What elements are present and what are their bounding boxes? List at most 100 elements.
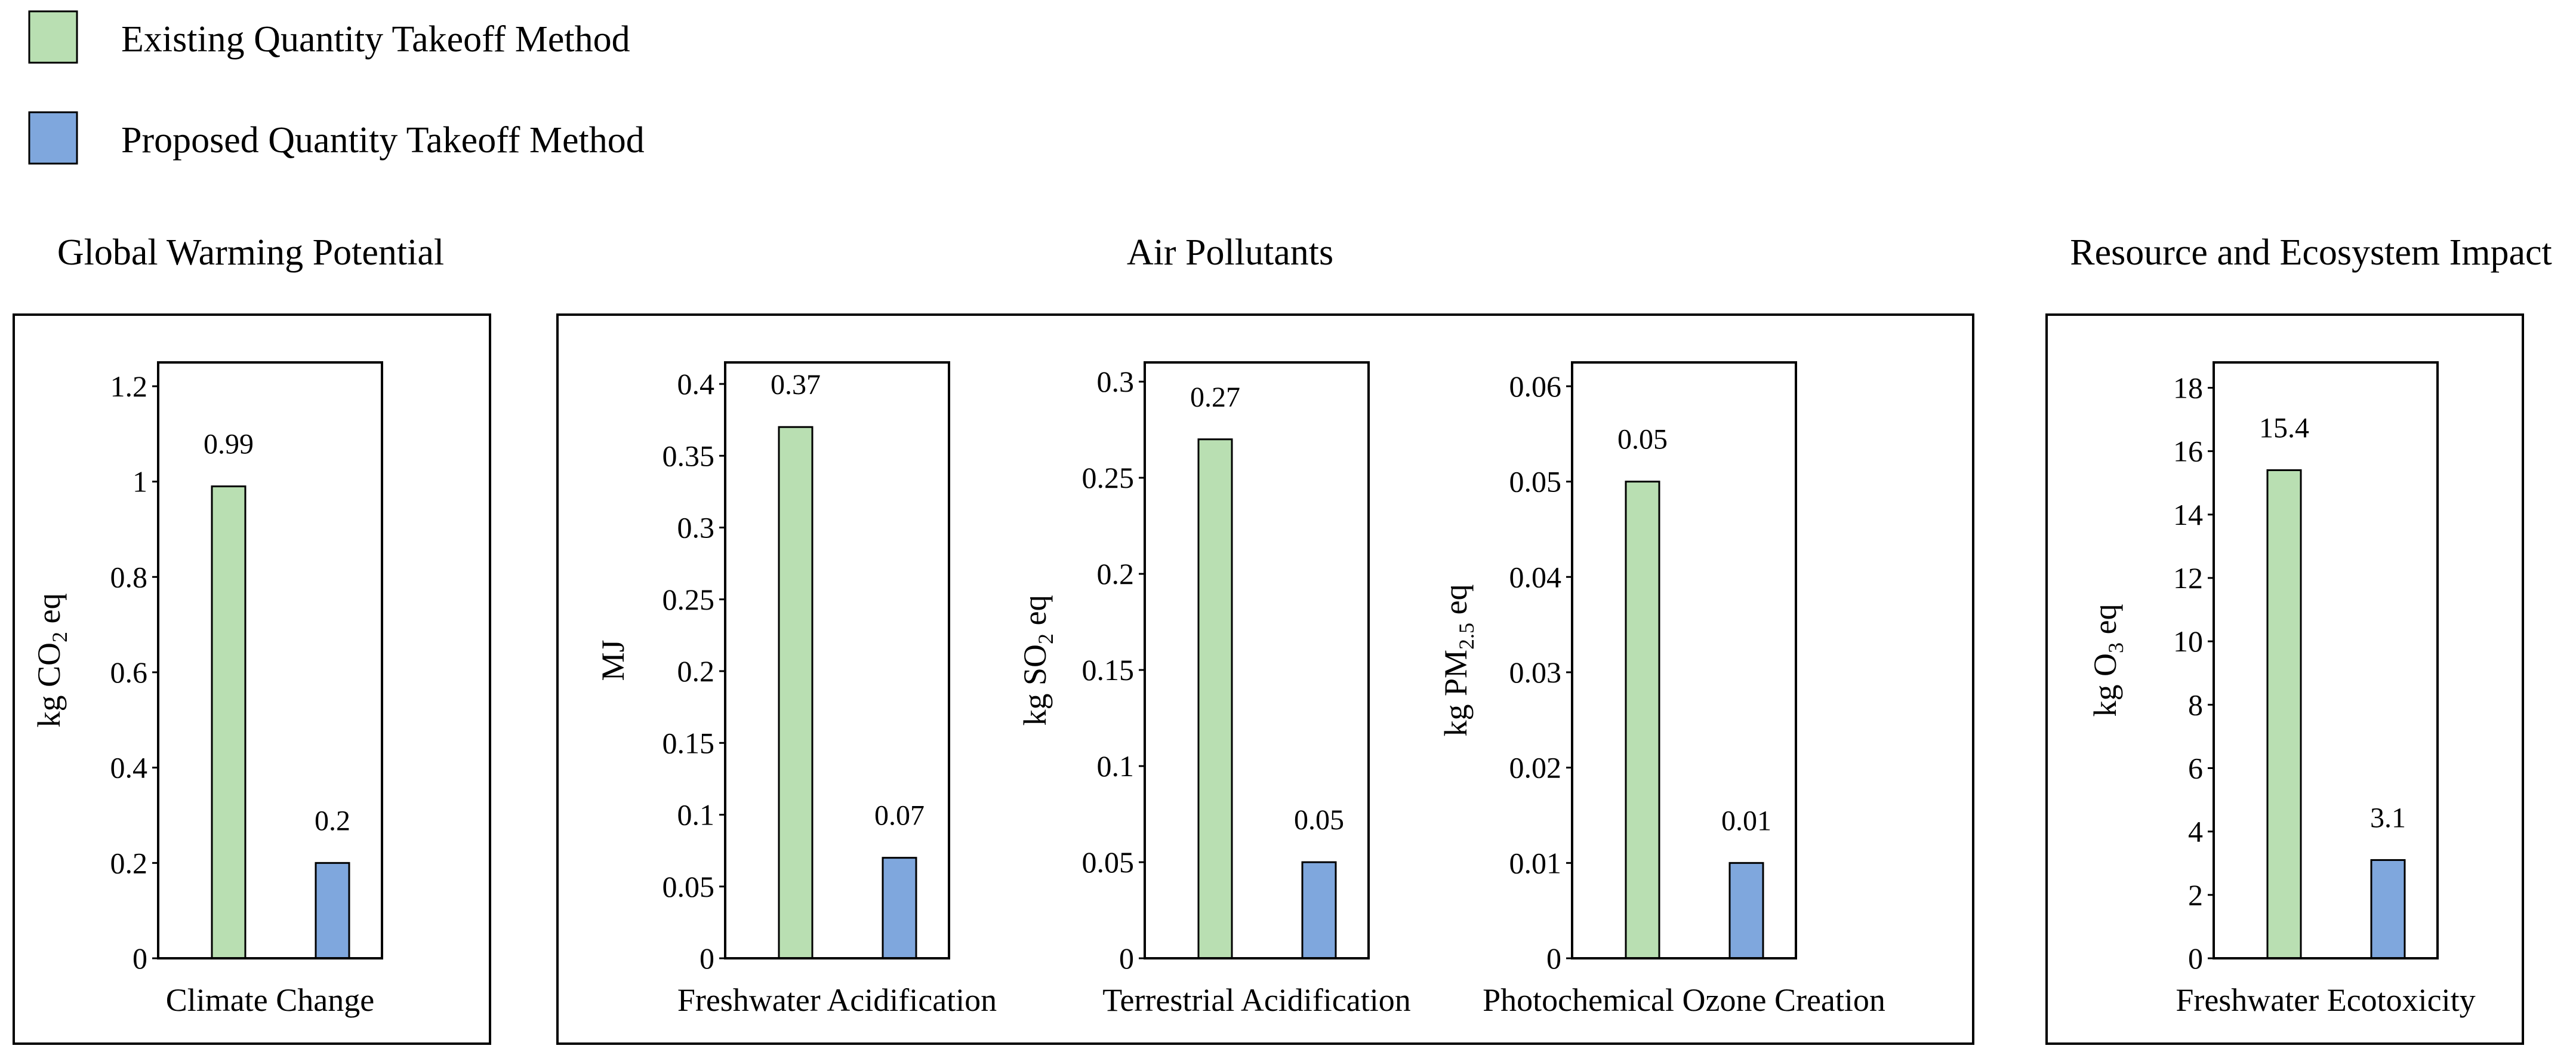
- y-axis-label: MJ: [595, 639, 631, 681]
- legend-swatch-proposed: [28, 111, 78, 165]
- y-axis-label-tail: eq: [1017, 595, 1053, 633]
- group-frame-resource-ecosystem: [2045, 313, 2524, 1045]
- y-tick-label: 0.06: [1509, 370, 1562, 403]
- legend-item-existing: Existing Quantity Takeoff Method: [28, 10, 630, 64]
- y-axis-label-main: MJ: [595, 639, 631, 681]
- y-tick-label: 0: [700, 942, 714, 975]
- y-tick-label: 0.02: [1509, 751, 1562, 785]
- y-tick-label: 0.1: [677, 798, 715, 832]
- y-tick-label: 14: [2173, 498, 2203, 531]
- data-label-proposed: 0.01: [1721, 805, 1771, 836]
- bar-existing: [1197, 438, 1233, 959]
- y-tick-label: 0: [133, 942, 147, 975]
- bar-existing: [778, 426, 814, 959]
- chart-panel-freshwater-acidification: 0.37 0.07 0 0.05 0.1 0.15 0.2 0.25 0.3 0.35 0.4 Fre…: [595, 361, 997, 1018]
- y-axis-label-main: kg SO: [1017, 644, 1053, 726]
- plot-frame: [1144, 361, 1370, 959]
- chart-panel-photochemical-ozone: 0.05 0.01 0 0.01 0.02 0.03 0.04 0.05 0.06 Photoch…: [1438, 361, 1885, 1018]
- y-axis-label-main: kg CO: [31, 642, 67, 728]
- y-axis-label-subscript: 2: [48, 632, 72, 642]
- x-axis-label: Freshwater Ecotoxicity: [2176, 982, 2475, 1018]
- legend-label-proposed: Proposed Quantity Takeoff Method: [121, 120, 645, 161]
- data-label-proposed: 0.05: [1294, 804, 1344, 836]
- bar-existing: [1625, 481, 1660, 959]
- y-tick-label: 0.15: [1082, 653, 1135, 687]
- y-tick-label: 0: [2188, 942, 2203, 975]
- bar-proposed: [882, 857, 917, 959]
- data-label-existing: 15.4: [2259, 412, 2309, 444]
- x-axis-label: Climate Change: [166, 982, 374, 1018]
- y-tick-label: 1.2: [110, 370, 148, 403]
- y-tick-label: 4: [2188, 815, 2203, 848]
- y-tick-label: 0.6: [110, 656, 148, 689]
- chart-panel-climate-change: 0.99 0.2 0 0.2 0.4 0.6 0.8 1 1.2 Climate Change kg…: [31, 361, 383, 1018]
- y-tick-label: 12: [2173, 561, 2203, 595]
- y-tick-label: 0.4: [110, 751, 148, 785]
- legend-label-existing: Existing Quantity Takeoff Method: [121, 19, 630, 60]
- data-label-existing: 0.37: [771, 369, 821, 401]
- legend-swatch-existing: [28, 10, 78, 64]
- data-label-existing: 0.05: [1617, 424, 1668, 456]
- y-tick-label: 18: [2173, 371, 2203, 404]
- data-label-proposed: 3.1: [2370, 802, 2406, 834]
- y-tick-label: 0.3: [1097, 365, 1135, 398]
- bar-proposed: [1301, 861, 1337, 959]
- y-tick-label: 0.05: [1509, 465, 1562, 499]
- y-axis-label-tail: eq: [31, 593, 67, 632]
- y-tick-label: 0.15: [663, 726, 715, 759]
- bar-proposed: [1728, 862, 1764, 959]
- plot-frame: [724, 361, 950, 959]
- bar-proposed: [315, 862, 350, 959]
- y-axis-label: kg O3 eq: [2087, 604, 2128, 717]
- legend: Existing Quantity Takeoff Method Propose…: [28, 10, 645, 165]
- y-axis-label-subscript: 2: [1034, 633, 1058, 644]
- group-frame-global-warming: [13, 313, 491, 1045]
- y-tick-label: 0.35: [663, 439, 715, 472]
- y-tick-label: 0.01: [1509, 846, 1562, 879]
- y-tick-label: 1: [133, 465, 147, 499]
- data-label-proposed: 0.2: [315, 805, 350, 836]
- y-tick-label: 0.2: [677, 654, 715, 688]
- y-axis-label: kg SO2 eq: [1017, 595, 1058, 726]
- y-tick-label: 0: [1546, 942, 1561, 975]
- bar-existing: [211, 485, 246, 959]
- data-label-existing: 0.99: [204, 429, 254, 460]
- y-tick-label: 0.05: [663, 870, 715, 903]
- x-axis-label: Terrestrial Acidification: [1102, 982, 1411, 1018]
- y-tick-label: 0.25: [663, 583, 715, 616]
- y-tick-label: 0.03: [1509, 656, 1562, 689]
- data-label-proposed: 0.07: [874, 800, 925, 832]
- y-axis-label-main: kg O: [2087, 653, 2123, 717]
- y-tick-label: 0.2: [110, 846, 148, 879]
- y-tick-label: 0: [1119, 942, 1134, 975]
- plot-frame: [157, 361, 383, 959]
- group-title-resource-ecosystem: Resource and Ecosystem Impact: [2070, 232, 2552, 273]
- y-tick-label: 0.3: [677, 511, 715, 545]
- y-tick-label: 10: [2173, 625, 2203, 658]
- y-axis-label-subscript: 3: [2104, 642, 2128, 653]
- bar-existing: [2266, 469, 2302, 959]
- legend-item-proposed: Proposed Quantity Takeoff Method: [28, 111, 645, 165]
- y-tick-label: 0.4: [677, 367, 715, 401]
- chart-panel-freshwater-ecotoxicity: 15.4 3.1 0 2 4 6 8 10 12 14 16 18 Freshwater Ecotoxi…: [2087, 361, 2476, 1018]
- y-axis-label-main: kg PM: [1438, 650, 1474, 737]
- y-tick-label: 0.8: [110, 560, 148, 593]
- y-tick-label: 8: [2188, 688, 2203, 721]
- y-tick-label: 0.25: [1082, 461, 1135, 494]
- y-tick-label: 6: [2188, 751, 2203, 785]
- chart-panel-terrestrial-acidification: 0.27 0.05 0 0.05 0.1 0.15 0.2 0.25 0.3 Terrestria…: [1017, 361, 1411, 1018]
- data-label-existing: 0.27: [1190, 382, 1240, 413]
- y-tick-label: 16: [2173, 435, 2203, 468]
- y-axis-label-tail: eq: [2087, 604, 2123, 642]
- x-axis-label: Photochemical Ozone Creation: [1483, 982, 1885, 1018]
- y-tick-label: 0.05: [1082, 845, 1135, 879]
- x-axis-label: Freshwater Acidification: [677, 982, 997, 1018]
- y-tick-label: 2: [2188, 878, 2203, 912]
- y-tick-label: 0.04: [1509, 560, 1562, 593]
- y-axis-label: kg PM2.5 eq: [1438, 584, 1478, 736]
- y-axis-label: kg CO2 eq: [31, 593, 72, 728]
- group-title-air-pollutants: Air Pollutants: [1127, 232, 1333, 273]
- group-title-global-warming: Global Warming Potential: [57, 232, 444, 273]
- y-axis-label-tail: eq: [1438, 584, 1474, 622]
